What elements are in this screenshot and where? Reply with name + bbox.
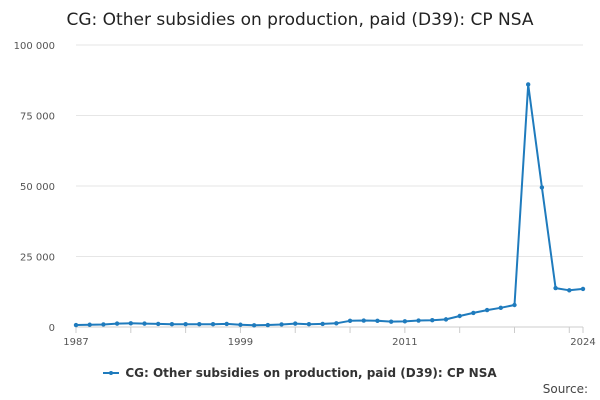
data-point[interactable]: [361, 318, 366, 323]
data-point[interactable]: [402, 319, 408, 324]
data-point[interactable]: [471, 310, 476, 316]
data-point[interactable]: [142, 321, 147, 326]
data-point[interactable]: [293, 321, 298, 326]
y-tick-label: 100 000: [14, 41, 55, 52]
data-point[interactable]: [306, 321, 312, 327]
data-point[interactable]: [265, 322, 271, 328]
legend-label: CG: Other subsidies on production, paid …: [125, 366, 497, 380]
axes: 0 25 000 50 000 75 000 100 000 1987 1999 2011 20…: [14, 41, 596, 348]
data-point[interactable]: [101, 322, 106, 327]
data-point[interactable]: [388, 319, 394, 324]
data-point[interactable]: [347, 318, 353, 323]
data-point[interactable]: [73, 322, 79, 328]
data-point[interactable]: [87, 322, 92, 327]
legend-line-icon: [103, 368, 120, 378]
data-point[interactable]: [430, 318, 435, 323]
series-layer: [73, 82, 586, 328]
chart-title: CG: Other subsidies on production, paid …: [66, 10, 534, 30]
data-point[interactable]: [224, 321, 229, 327]
data-point[interactable]: [512, 302, 517, 308]
data-point[interactable]: [443, 317, 449, 322]
data-point[interactable]: [251, 323, 257, 328]
y-tick-label: 50 000: [20, 182, 55, 193]
y-tick-label: 0: [49, 323, 55, 334]
legend: CG: Other subsidies on production, paid …: [0, 364, 600, 382]
data-point[interactable]: [580, 286, 586, 292]
x-tick-label: 2024: [570, 337, 595, 348]
gridlines: [76, 44, 583, 257]
y-tick-label: 75 000: [20, 112, 55, 123]
x-tick-label: 1999: [228, 337, 253, 348]
data-point[interactable]: [279, 322, 284, 327]
data-point[interactable]: [416, 318, 421, 323]
data-point[interactable]: [525, 82, 531, 87]
y-tick-label: 25 000: [20, 253, 55, 264]
data-point[interactable]: [128, 321, 134, 326]
series-line: [75, 83, 584, 327]
data-point[interactable]: [197, 321, 202, 327]
data-point[interactable]: [498, 305, 503, 311]
x-tick-label: 2011: [392, 337, 417, 348]
data-point[interactable]: [210, 321, 216, 327]
data-point[interactable]: [156, 321, 161, 327]
data-point[interactable]: [334, 321, 339, 326]
data-point[interactable]: [457, 313, 462, 319]
data-point[interactable]: [183, 321, 188, 327]
data-point[interactable]: [484, 307, 490, 313]
data-point[interactable]: [567, 288, 572, 293]
data-point[interactable]: [114, 321, 120, 326]
data-point[interactable]: [320, 321, 325, 327]
x-tick-label: 1987: [63, 337, 88, 348]
source-label: Source:: [542, 382, 588, 396]
data-point[interactable]: [553, 285, 558, 291]
data-point[interactable]: [238, 322, 243, 327]
data-point[interactable]: [539, 185, 545, 190]
data-point[interactable]: [169, 321, 175, 327]
data-point[interactable]: [375, 318, 380, 323]
